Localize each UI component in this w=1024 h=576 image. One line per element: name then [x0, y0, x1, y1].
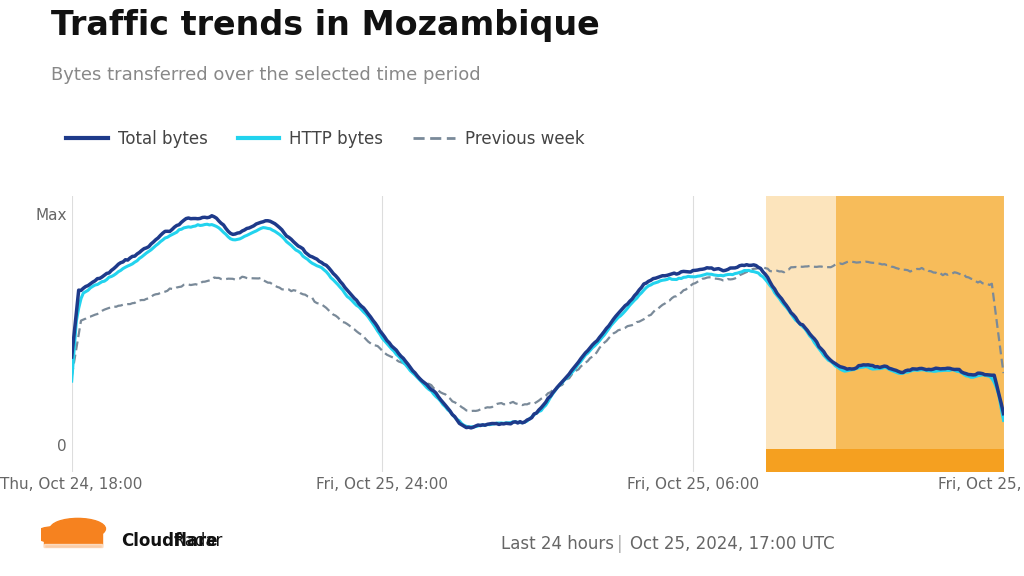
Text: Oct 25, 2024, 17:00 UTC: Oct 25, 2024, 17:00 UTC: [630, 535, 835, 554]
FancyBboxPatch shape: [44, 529, 102, 547]
Text: Traffic trends in Mozambique: Traffic trends in Mozambique: [51, 9, 600, 41]
Text: Bytes transferred over the selected time period: Bytes transferred over the selected time…: [51, 66, 481, 84]
FancyBboxPatch shape: [44, 544, 102, 548]
Text: Cloudflare: Cloudflare: [121, 532, 217, 551]
Circle shape: [50, 518, 105, 539]
Text: Radar: Radar: [121, 532, 222, 551]
Text: Last 24 hours: Last 24 hours: [502, 535, 614, 554]
Bar: [836, 196, 1004, 472]
Text: |: |: [616, 535, 623, 554]
Circle shape: [35, 526, 78, 543]
Bar: [766, 449, 1004, 472]
Bar: [766, 196, 836, 472]
Legend: Total bytes, HTTP bytes, Previous week: Total bytes, HTTP bytes, Previous week: [59, 123, 592, 155]
